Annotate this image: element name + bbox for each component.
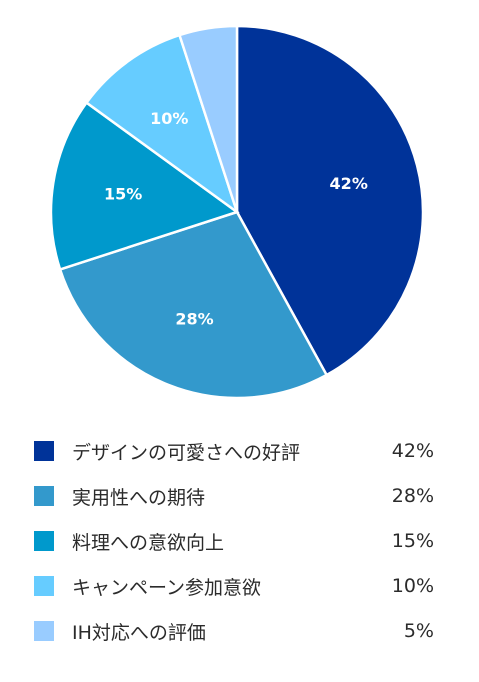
- legend-item: 実用性への期待 28%: [34, 481, 434, 511]
- legend-swatch: [34, 576, 54, 596]
- slice-data-label-3: 10%: [150, 109, 188, 128]
- slice-data-label-1: 28%: [175, 310, 213, 329]
- legend-label: IH対応への評価: [72, 621, 206, 644]
- legend-swatch: [34, 441, 54, 461]
- legend-value: 15%: [391, 530, 434, 552]
- legend-label: 料理への意欲向上: [72, 531, 225, 554]
- legend-swatch: [34, 621, 54, 641]
- pie-slice-0: [235, 24, 425, 377]
- legend-value: 5%: [403, 620, 434, 642]
- pie-slice-4: [177, 24, 239, 213]
- legend-label: デザインの可愛さへの好評: [72, 441, 301, 464]
- legend-value: 42%: [391, 440, 434, 462]
- pie-slice-2: [49, 100, 240, 272]
- legend-item: デザインの可愛さへの好評 42%: [34, 436, 434, 466]
- slice-data-label-0: 42%: [330, 174, 368, 193]
- pie-chart: 42% 28% 15% 10%: [49, 24, 425, 400]
- legend-item: 料理への意欲向上 15%: [34, 526, 434, 556]
- pie-slice-3: [84, 33, 240, 216]
- pie-slice-1: [58, 210, 329, 400]
- slice-data-label-2: 15%: [104, 184, 142, 203]
- legend-value: 28%: [391, 485, 434, 507]
- legend-label: キャンペーン参加意欲: [72, 576, 262, 599]
- legend-swatch: [34, 486, 54, 506]
- legend-value: 10%: [391, 575, 434, 597]
- legend-label: 実用性への期待: [72, 486, 206, 509]
- legend-item: IH対応への評価 5%: [34, 616, 434, 646]
- legend-item: キャンペーン参加意欲 10%: [34, 571, 434, 601]
- legend-swatch: [34, 531, 54, 551]
